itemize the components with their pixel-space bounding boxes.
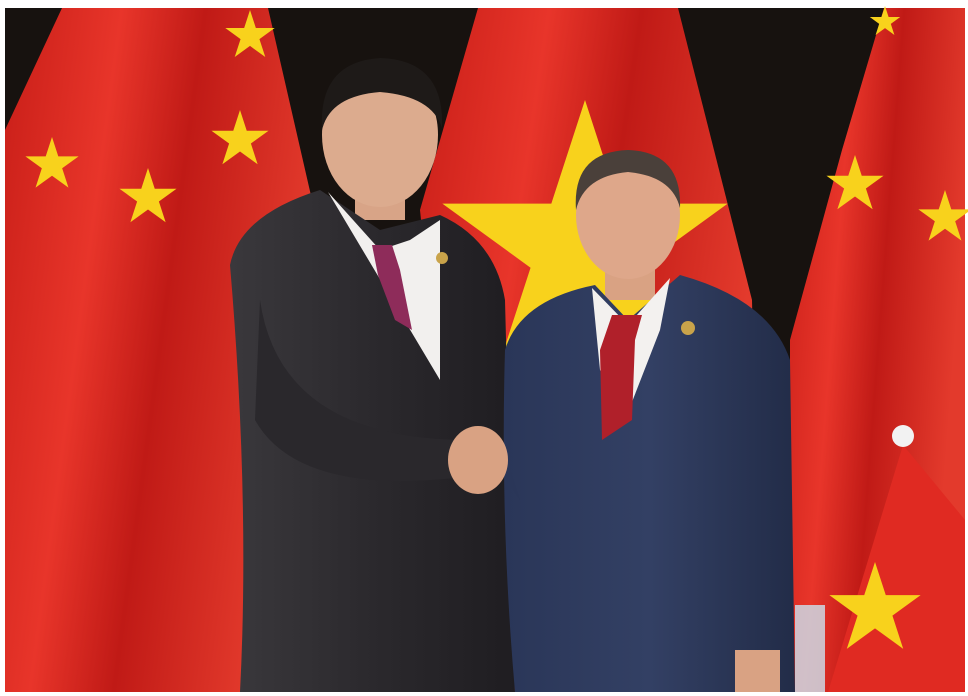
handshake (448, 426, 508, 494)
suit (503, 275, 795, 692)
person-left (230, 58, 515, 692)
person-right (490, 150, 795, 692)
hair (321, 58, 443, 130)
face (322, 63, 438, 207)
arm (255, 300, 480, 481)
tie (372, 245, 412, 330)
bottle (795, 605, 825, 692)
hair (575, 150, 681, 210)
pin (681, 321, 695, 335)
flag-left (5, 8, 312, 692)
tie (600, 315, 642, 440)
face (576, 151, 680, 279)
hand (735, 650, 780, 692)
pin (436, 252, 448, 264)
desk-flag-finial (892, 425, 914, 447)
